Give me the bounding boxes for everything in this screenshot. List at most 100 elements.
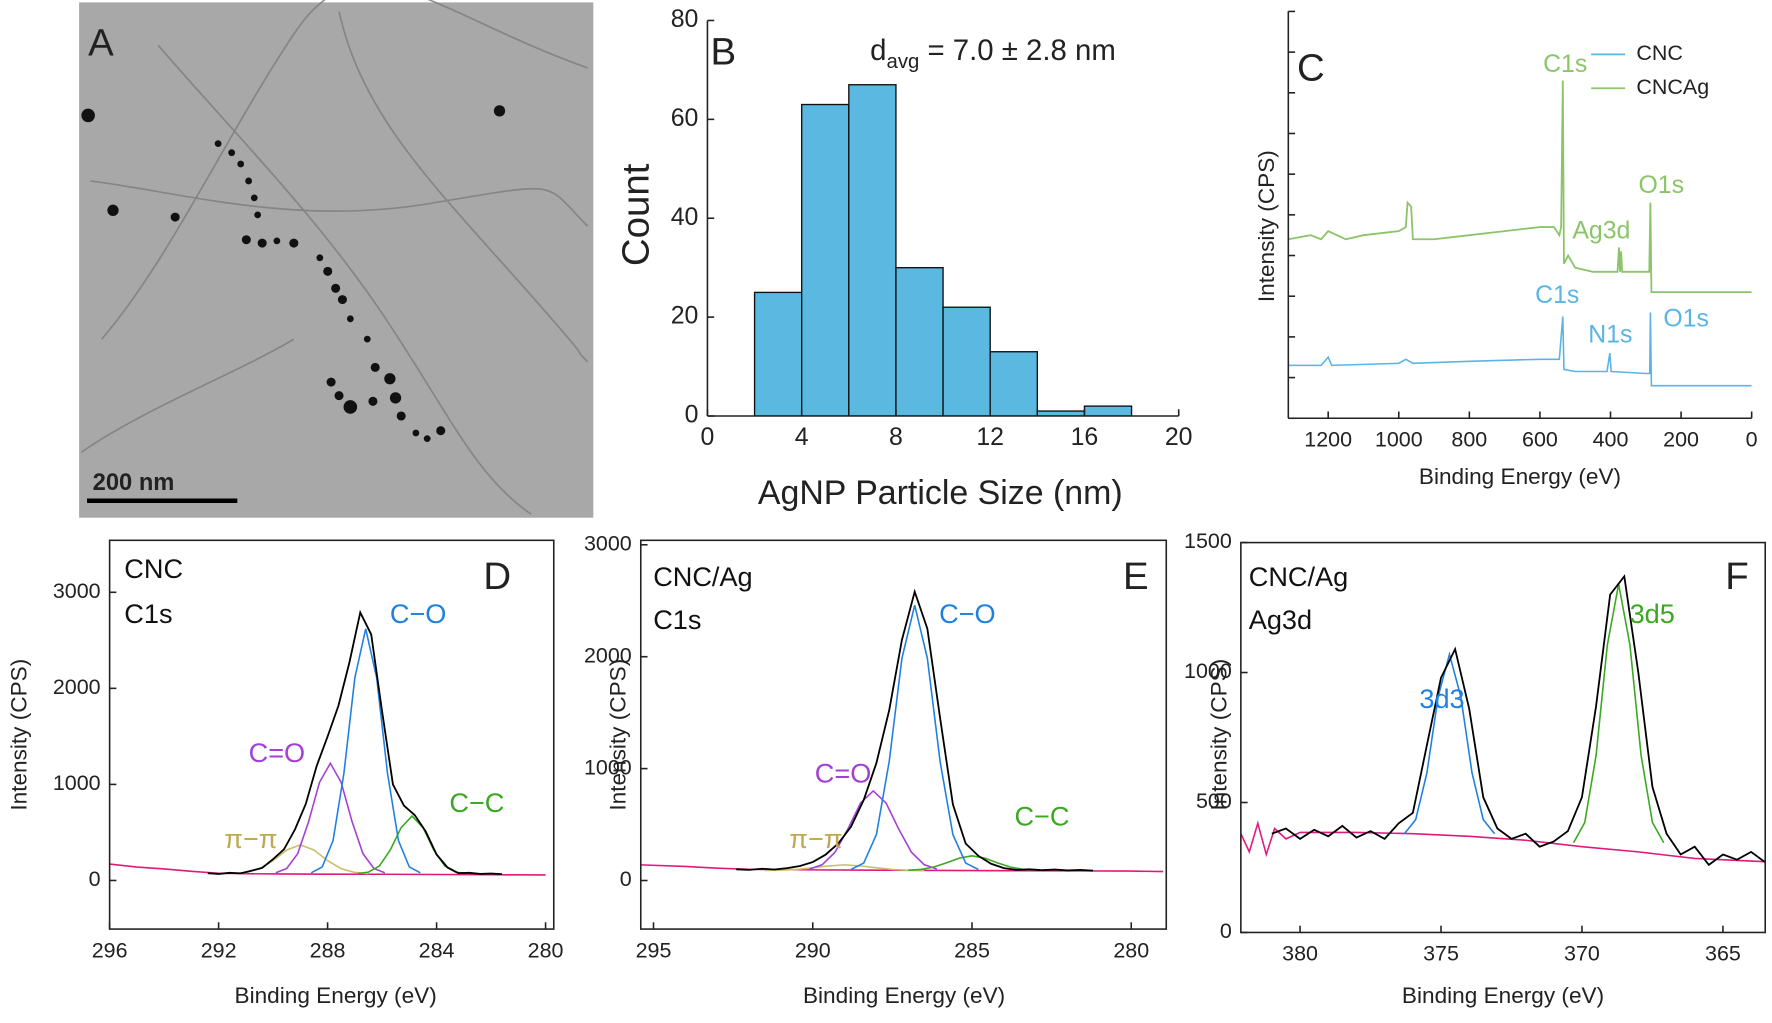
bar xyxy=(848,84,897,417)
nanoparticle xyxy=(370,362,380,372)
nanoparticle xyxy=(254,211,262,219)
x-tick-label: 288 xyxy=(310,938,346,962)
annotation: 3d3 xyxy=(1419,683,1464,714)
tem-image xyxy=(79,2,594,518)
annotation: CNC/Ag xyxy=(1249,561,1348,592)
plot-area xyxy=(753,84,1133,417)
annotation: C1s xyxy=(1535,281,1579,309)
bar xyxy=(753,291,803,417)
bar xyxy=(1083,405,1133,417)
x-tick-label: 400 xyxy=(1593,428,1629,452)
spectrum-line xyxy=(1288,312,1752,387)
y-tick-label: 1000 xyxy=(584,755,632,779)
nanoparticle xyxy=(396,411,406,421)
x-tick-label: 280 xyxy=(1113,938,1149,962)
annotation: C=O xyxy=(815,758,872,789)
annotation: C−C xyxy=(1014,800,1069,831)
x-tick-label: 0 xyxy=(1746,428,1758,452)
nanoparticle xyxy=(316,254,324,262)
panel-label: C xyxy=(1297,46,1325,89)
x-tick-label: 295 xyxy=(636,938,672,962)
panel-label: A xyxy=(88,21,114,64)
spectrum-line xyxy=(310,628,421,874)
x-tick-label: 20 xyxy=(1165,423,1193,451)
annotation: C−O xyxy=(939,598,996,629)
legend-label: CNCAg xyxy=(1636,75,1709,99)
annotation-text: d xyxy=(870,34,886,67)
nanoparticle xyxy=(81,108,95,123)
annotation: C1s xyxy=(124,598,172,629)
y-tick-label: 0 xyxy=(685,401,699,429)
nanoparticle xyxy=(170,212,180,222)
spectrum-line xyxy=(109,863,546,876)
x-axis-label: Binding Energy (eV) xyxy=(1419,464,1621,489)
annotation: π−π xyxy=(224,823,277,854)
x-tick-label: 370 xyxy=(1564,942,1600,966)
annotation: 3d5 xyxy=(1630,598,1675,629)
annotation: N1s xyxy=(1588,320,1632,348)
annotation: CNC xyxy=(124,553,183,584)
nanoparticle xyxy=(326,377,336,387)
spectrum-line xyxy=(764,864,925,872)
nanoparticle xyxy=(323,266,333,276)
annotation-text: = 7.0 ± 2.8 nm xyxy=(919,34,1116,67)
x-tick-label: 284 xyxy=(419,938,455,962)
annotation: C1s xyxy=(653,604,701,635)
y-axis-label: Count xyxy=(615,163,658,266)
legend-label: CNC xyxy=(1636,41,1683,65)
nanoparticle xyxy=(343,400,358,414)
nanoparticle xyxy=(250,194,258,202)
y-tick-label: 3000 xyxy=(584,531,632,555)
spectrum-line xyxy=(207,609,503,876)
x-tick-label: 0 xyxy=(701,423,715,451)
nanoparticle xyxy=(368,396,378,406)
nanoparticle xyxy=(389,392,402,404)
nanoparticle xyxy=(346,315,354,323)
bar xyxy=(989,351,1038,417)
plot-area xyxy=(640,588,1164,873)
nanoparticle xyxy=(493,105,506,117)
y-tick-label: 2000 xyxy=(53,675,101,699)
bar xyxy=(895,267,944,417)
annotation: C=O xyxy=(249,737,306,768)
panel-label: D xyxy=(483,555,511,598)
x-tick-label: 600 xyxy=(1522,428,1558,452)
nanoparticle xyxy=(241,235,251,245)
annotation: C1s xyxy=(1543,50,1587,78)
nanoparticle xyxy=(384,373,396,385)
annotation: Ag3d xyxy=(1249,604,1312,635)
y-tick-label: 20 xyxy=(671,302,699,330)
spectrum-line xyxy=(850,605,979,871)
x-tick-label: 365 xyxy=(1705,942,1741,966)
y-tick-label: 0 xyxy=(1220,919,1232,943)
y-tick-label: 0 xyxy=(89,867,101,891)
spectrum-line xyxy=(275,761,386,874)
x-tick-label: 200 xyxy=(1663,428,1699,452)
x-axis-label: AgNP Particle Size (nm) xyxy=(758,474,1123,512)
x-tick-label: 8 xyxy=(889,423,903,451)
x-tick-label: 12 xyxy=(976,423,1004,451)
x-tick-label: 290 xyxy=(795,938,831,962)
annotation: CNC/Ag xyxy=(653,561,752,592)
y-tick-label: 40 xyxy=(671,203,699,231)
spectrum-line xyxy=(1403,651,1496,835)
nanoparticle xyxy=(331,283,341,293)
y-axis-label: Intensity (CPS) xyxy=(1206,659,1231,811)
spectrum-line xyxy=(908,855,1036,871)
annotation: O1s xyxy=(1638,171,1684,199)
nanoparticle xyxy=(334,391,344,401)
x-tick-label: 280 xyxy=(528,938,564,962)
plot-area xyxy=(1288,80,1752,387)
nanoparticle xyxy=(214,140,222,148)
x-tick-label: 375 xyxy=(1423,942,1459,966)
x-tick-label: 16 xyxy=(1071,423,1099,451)
spectrum-line xyxy=(1288,80,1752,294)
nanoparticle xyxy=(412,429,420,437)
x-tick-label: 4 xyxy=(795,423,809,451)
scale-bar-label: 200 nm xyxy=(93,470,175,496)
nanoparticle xyxy=(245,177,253,185)
y-tick-label: 1500 xyxy=(1184,529,1232,553)
nanoparticle xyxy=(228,149,236,157)
spectrum-line xyxy=(1240,820,1766,863)
fibers xyxy=(80,0,589,516)
